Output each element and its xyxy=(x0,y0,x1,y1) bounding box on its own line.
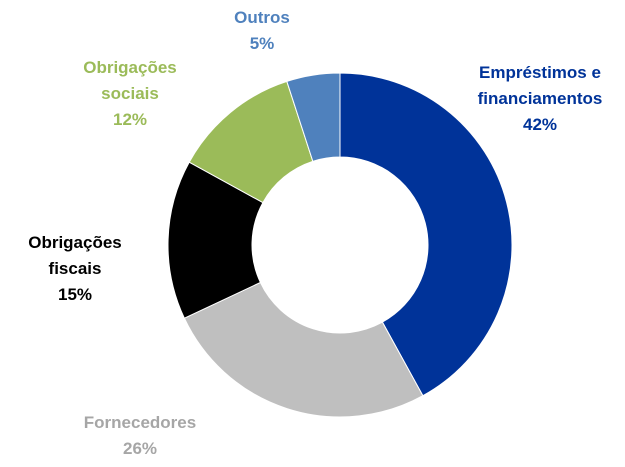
value-label: 5% xyxy=(249,34,275,53)
slice-label: Obrigações sociais 12% xyxy=(60,55,200,133)
slice-label: Obrigações fiscais 15% xyxy=(5,230,145,308)
category-name: Obrigações fiscais xyxy=(28,233,122,278)
category-name: Empréstimos e financiamentos xyxy=(477,63,603,108)
donut-slice xyxy=(183,281,424,418)
donut-slice xyxy=(339,72,513,397)
value-label: 12% xyxy=(112,110,148,129)
slice-label: Fornecedores 26% xyxy=(40,410,240,462)
category-name: Obrigações sociais xyxy=(83,58,177,103)
donut-slice xyxy=(286,72,341,162)
value-label: 26% xyxy=(122,439,158,458)
slice-label: Empréstimos e financiamentos 42% xyxy=(450,60,625,138)
value-label: 42% xyxy=(522,115,558,134)
value-label: 15% xyxy=(57,285,93,304)
slice-label: Outros 5% xyxy=(212,5,312,57)
category-name: Outros xyxy=(234,8,290,27)
category-name: Fornecedores xyxy=(83,413,197,432)
